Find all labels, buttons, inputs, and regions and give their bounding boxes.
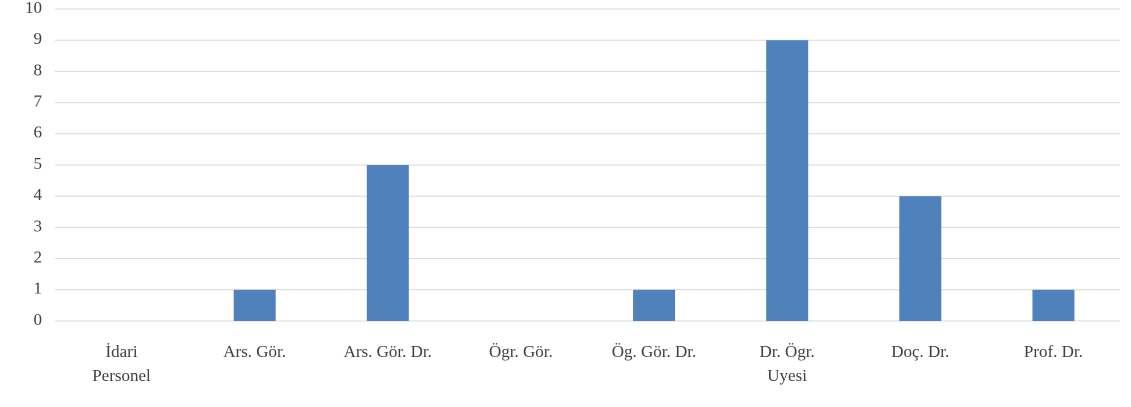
x-tick-label: Doç. Dr. — [891, 342, 950, 361]
x-tick-label: Ögr. Gör. — [489, 342, 553, 361]
bar — [233, 289, 276, 321]
y-tick-label: 8 — [34, 60, 43, 79]
x-tick-label: Ög. Gör. Dr. — [611, 342, 697, 361]
x-tick-label: Ars. Gör. — [223, 342, 287, 361]
bar — [633, 289, 676, 321]
bar — [366, 165, 409, 321]
y-tick-label: 0 — [34, 310, 43, 329]
y-tick-label: 9 — [34, 29, 43, 48]
y-tick-label: 1 — [34, 279, 43, 298]
x-tick-label: Prof. Dr. — [1023, 342, 1083, 361]
x-tick-label: Dr. Ögr. Uyesi — [759, 342, 815, 385]
y-tick-label: 2 — [34, 248, 43, 267]
bar — [766, 40, 809, 321]
bar — [1032, 289, 1075, 321]
y-tick-label: 4 — [34, 185, 43, 204]
y-tick-label: 5 — [34, 154, 43, 173]
x-tick-label: Ars. Gör. Dr. — [343, 342, 432, 361]
bar — [899, 196, 942, 321]
y-tick-label: 3 — [34, 216, 43, 235]
y-tick-label: 6 — [34, 123, 43, 142]
x-tick-label: İdari Personel — [92, 342, 151, 385]
y-tick-label: 10 — [25, 0, 42, 17]
y-tick-label: 7 — [34, 92, 43, 111]
